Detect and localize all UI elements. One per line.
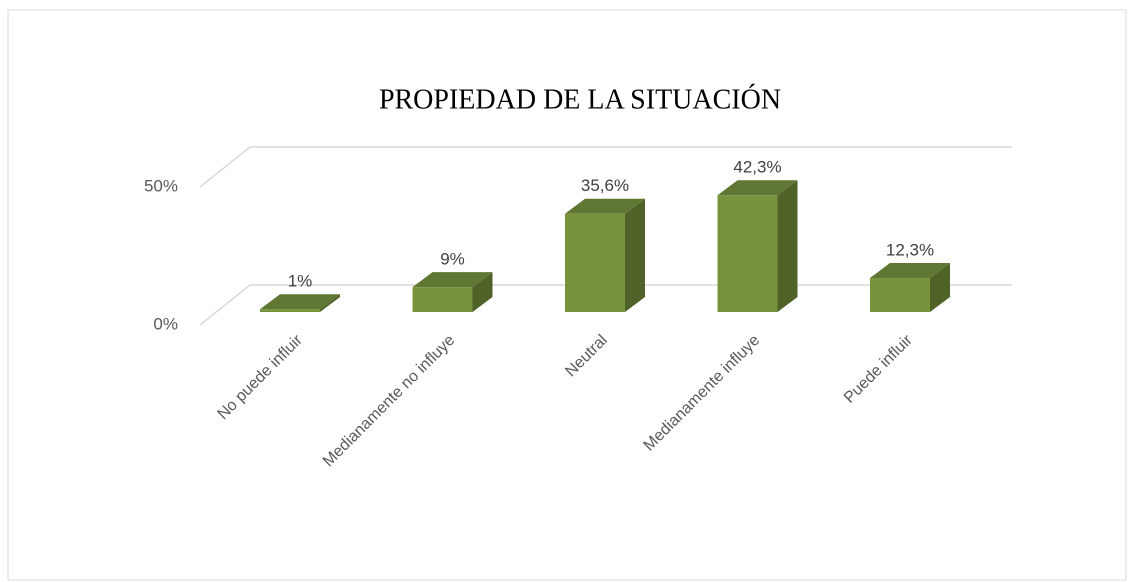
bar-top (412, 272, 493, 288)
bar-side (625, 198, 645, 312)
bar-top (260, 294, 340, 310)
bar (870, 278, 930, 312)
bar-side (777, 180, 798, 312)
bar (565, 213, 625, 312)
bar-side (930, 263, 950, 312)
bar-side (472, 272, 493, 312)
data-label: 35,6% (581, 176, 629, 195)
data-label: 1% (288, 272, 313, 291)
data-label: 42,3% (733, 158, 781, 177)
data-label: 12,3% (886, 241, 934, 260)
y-tick-label: 50% (144, 176, 178, 195)
chart-title: PROPIEDAD DE LA SITUACIÓN (379, 84, 781, 115)
bar (717, 195, 778, 312)
grid-line (199, 146, 1012, 188)
y-tick-label: 0% (153, 314, 178, 333)
bar-top (717, 180, 798, 196)
bar (412, 287, 473, 312)
bar (260, 309, 320, 312)
bar-top (565, 198, 645, 214)
data-label: 9% (440, 250, 465, 269)
bar-top (870, 263, 950, 279)
bar-side (320, 294, 340, 312)
